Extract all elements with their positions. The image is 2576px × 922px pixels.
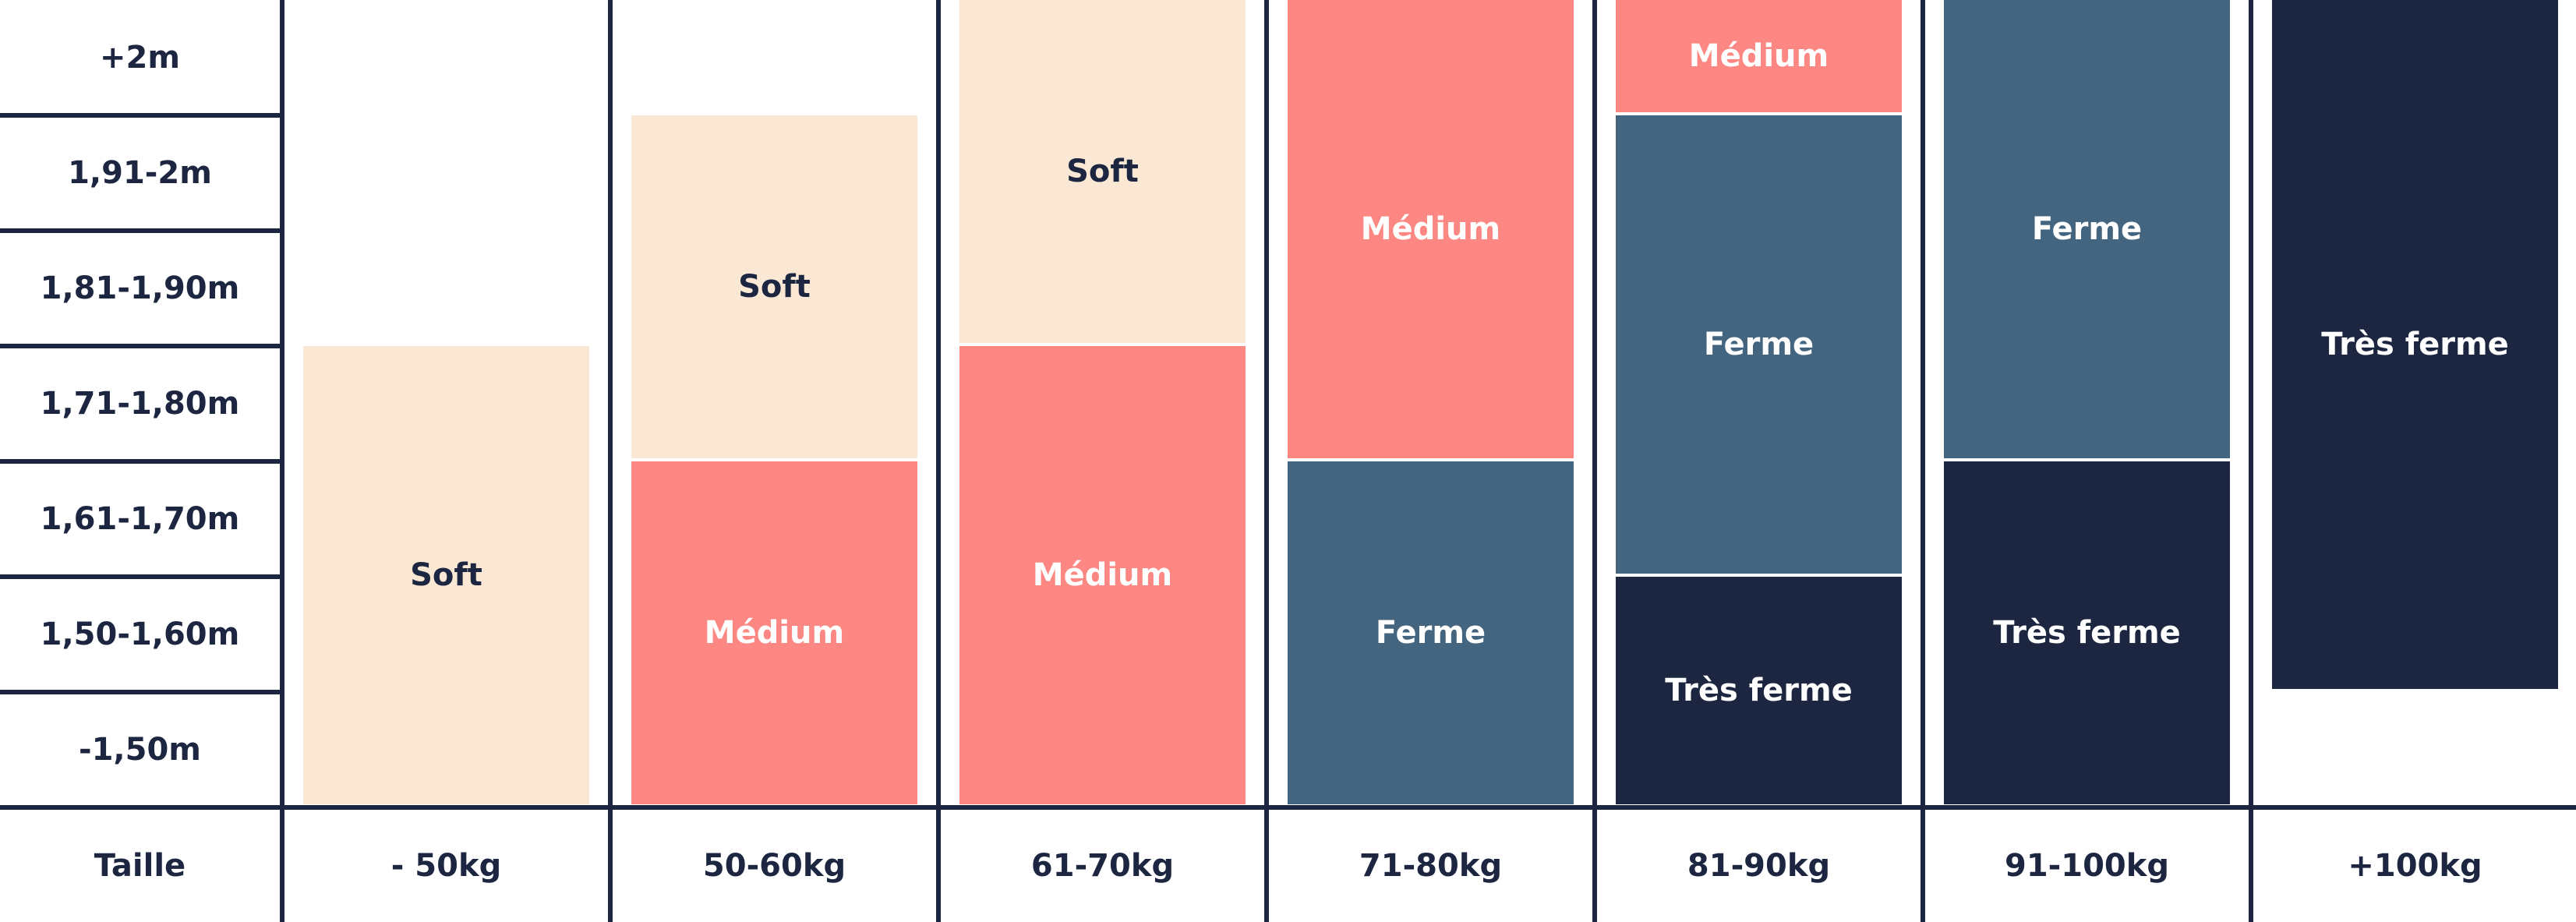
x-tick-label: 61-70kg — [1030, 848, 1175, 884]
x-tick-label: 81-90kg — [1687, 848, 1831, 884]
segment-4-2: Médium — [1616, 0, 1902, 112]
x-tick-label: 91-100kg — [2005, 848, 2169, 884]
segment-5-1: Ferme — [1944, 0, 2230, 458]
segment-label: Très ferme — [1665, 673, 1853, 708]
segment-label: Médium — [704, 615, 845, 651]
y-tick-label: 1,71-1,80m — [40, 386, 240, 422]
segment-label: Médium — [1032, 557, 1173, 593]
segment-label: Très ferme — [2321, 327, 2509, 362]
grid-vline — [2249, 0, 2253, 922]
segment-0-0: Soft — [303, 346, 589, 804]
grid-hline — [0, 574, 280, 579]
segment-2-1: Soft — [959, 0, 1246, 343]
y-tick-label: -1,50m — [79, 732, 201, 768]
segment-2-0: Médium — [959, 346, 1246, 804]
grid-vline — [1592, 0, 1597, 922]
x-tick-label: 71-80kg — [1359, 848, 1503, 884]
y-tick-label: 1,61-1,70m — [40, 501, 240, 537]
grid-hline — [0, 113, 280, 118]
y-tick-label: +2m — [99, 40, 181, 76]
segment-label: Médium — [1688, 38, 1829, 74]
segment-label: Soft — [1066, 154, 1139, 189]
segment-4-0: Très ferme — [1616, 577, 1902, 804]
grid-vline — [1921, 0, 1925, 922]
grid-vline — [936, 0, 941, 922]
grid-vline — [1264, 0, 1269, 922]
segment-label: Soft — [738, 269, 811, 305]
x-tick-label: 50-60kg — [702, 848, 846, 884]
grid-hline — [0, 344, 280, 348]
segment-label: Médium — [1360, 211, 1501, 247]
segment-6-0: Très ferme — [2272, 0, 2558, 689]
segment-label: Très ferme — [1993, 615, 2181, 651]
segment-label: Ferme — [1375, 615, 1486, 651]
segment-label: Ferme — [1703, 327, 1815, 362]
grid-hline — [0, 690, 280, 694]
segment-label: Ferme — [2031, 211, 2143, 247]
segment-1-0: Médium — [631, 461, 917, 804]
x-tick-label: - 50kg — [390, 848, 502, 884]
grid-hline — [0, 228, 280, 233]
segment-3-1: Médium — [1288, 0, 1574, 458]
grid-vline — [280, 0, 284, 922]
y-tick-label: 1,81-1,90m — [40, 270, 240, 306]
grid-hline — [0, 459, 280, 464]
segment-label: Soft — [410, 557, 482, 593]
y-tick-label: 1,50-1,60m — [40, 616, 240, 652]
x-tick-label: +100kg — [2348, 848, 2482, 884]
grid-vline — [608, 0, 613, 922]
segment-3-0: Ferme — [1288, 461, 1574, 804]
y-tick-label: 1,91-2m — [68, 155, 212, 191]
segment-5-0: Très ferme — [1944, 461, 2230, 804]
segment-4-1: Ferme — [1616, 115, 1902, 574]
corner-label: Taille — [94, 848, 186, 884]
x-axis-line — [0, 805, 2576, 810]
segment-1-1: Soft — [631, 115, 917, 458]
